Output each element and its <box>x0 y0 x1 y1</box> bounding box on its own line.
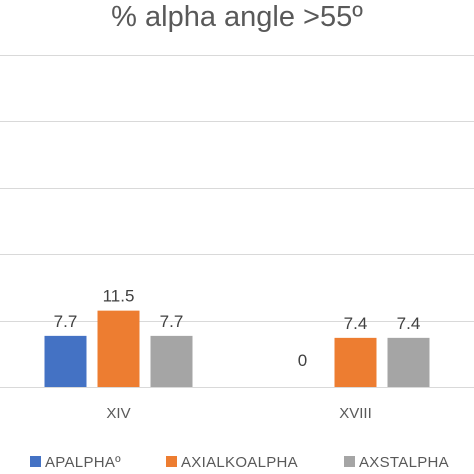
bars <box>44 310 430 387</box>
chart-title: % alpha angle >55º <box>111 1 363 33</box>
data-label: 0 <box>298 351 307 370</box>
legend-swatch <box>344 456 355 467</box>
bar-axialkoalpha-xiv <box>97 310 140 387</box>
legend-item-axialkoalpha: AXIALKOALPHA <box>166 454 298 471</box>
legend-label: APALPHAº <box>45 454 121 471</box>
category-label: XVIII <box>339 405 372 422</box>
legend: APALPHAº AXIALKOALPHA AXSTALPHA <box>30 454 449 471</box>
bar-axstalpha-xiv <box>150 335 193 387</box>
legend-swatch <box>30 456 41 467</box>
data-label: 7.4 <box>397 314 421 333</box>
legend-swatch <box>166 456 177 467</box>
category-label: XIV <box>106 405 130 422</box>
data-label: 7.4 <box>344 314 368 333</box>
data-label: 11.5 <box>103 287 135 306</box>
gridlines <box>0 55 474 388</box>
category-labels: XIV XVIII <box>106 405 371 422</box>
bar-apalpha-xiv <box>44 335 87 387</box>
legend-label: AXSTALPHA <box>359 454 449 471</box>
legend-item-axstalpha: AXSTALPHA <box>344 454 449 471</box>
data-labels: 7.7 11.5 7.7 0 7.4 7.4 <box>54 287 421 370</box>
bar-axialkoalpha-xviii <box>334 337 377 387</box>
data-label: 7.7 <box>54 312 78 331</box>
data-label: 7.7 <box>160 312 184 331</box>
bar-axstalpha-xviii <box>387 337 430 387</box>
legend-label: AXIALKOALPHA <box>181 454 298 471</box>
legend-item-apalpha: APALPHAº <box>30 454 121 471</box>
